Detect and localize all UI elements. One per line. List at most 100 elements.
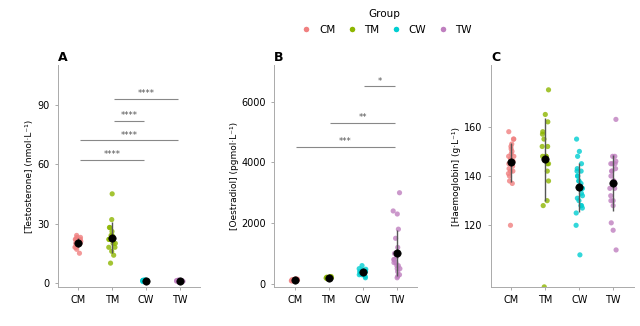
Point bbox=[538, 203, 548, 208]
Point bbox=[611, 117, 621, 122]
Point bbox=[104, 225, 115, 230]
Point bbox=[140, 277, 150, 283]
Point bbox=[577, 186, 588, 191]
Point bbox=[542, 169, 552, 174]
Point bbox=[140, 278, 150, 283]
Point bbox=[173, 277, 183, 283]
Point bbox=[140, 278, 150, 284]
Point bbox=[326, 275, 337, 280]
Point bbox=[287, 277, 297, 282]
Point bbox=[322, 275, 332, 280]
Point bbox=[107, 191, 117, 197]
Point bbox=[539, 137, 549, 142]
Point bbox=[541, 154, 551, 159]
Point bbox=[392, 263, 402, 268]
Point bbox=[178, 279, 188, 284]
Point bbox=[107, 217, 117, 222]
Point bbox=[571, 210, 581, 215]
Point bbox=[395, 266, 405, 271]
Point bbox=[173, 278, 183, 284]
Point bbox=[389, 260, 399, 265]
Point bbox=[291, 277, 301, 282]
Point bbox=[104, 237, 114, 242]
Point bbox=[289, 277, 300, 283]
Text: **: ** bbox=[358, 113, 367, 122]
Point bbox=[607, 154, 618, 159]
Point bbox=[575, 252, 585, 258]
Point bbox=[106, 233, 116, 238]
Point bbox=[110, 241, 120, 246]
Point bbox=[504, 161, 514, 166]
Point bbox=[173, 278, 184, 283]
Point bbox=[509, 137, 519, 142]
Point bbox=[574, 185, 584, 190]
Point bbox=[71, 241, 81, 246]
Point bbox=[541, 154, 551, 159]
Point bbox=[70, 241, 81, 246]
Point bbox=[609, 186, 620, 191]
Point bbox=[176, 278, 186, 283]
Point bbox=[72, 235, 82, 240]
Point bbox=[107, 235, 117, 240]
Point bbox=[508, 169, 518, 174]
Point bbox=[543, 119, 553, 125]
Point bbox=[72, 233, 82, 238]
Point bbox=[607, 169, 617, 174]
Point bbox=[356, 271, 367, 276]
Point bbox=[577, 205, 588, 211]
Point bbox=[572, 196, 582, 201]
Point bbox=[177, 278, 187, 283]
Point bbox=[106, 260, 116, 266]
Text: ****: **** bbox=[120, 111, 138, 120]
Text: *: * bbox=[378, 77, 381, 86]
Point bbox=[360, 275, 371, 280]
Point bbox=[324, 275, 334, 281]
Point bbox=[504, 154, 514, 159]
Point bbox=[322, 276, 332, 281]
Point bbox=[76, 239, 86, 244]
Point bbox=[392, 245, 403, 250]
Point bbox=[507, 141, 517, 147]
Point bbox=[287, 278, 297, 283]
Point bbox=[175, 279, 186, 284]
Text: ****: **** bbox=[104, 150, 120, 159]
Point bbox=[393, 274, 403, 279]
Point bbox=[70, 245, 80, 250]
Point bbox=[138, 278, 148, 283]
Text: ****: **** bbox=[138, 89, 154, 98]
Point bbox=[576, 203, 586, 208]
Point bbox=[506, 159, 516, 165]
Point bbox=[543, 87, 554, 93]
Point bbox=[76, 235, 86, 240]
Point bbox=[358, 268, 368, 273]
Point bbox=[576, 181, 586, 186]
Point bbox=[355, 271, 365, 276]
Point bbox=[605, 186, 615, 191]
Point bbox=[358, 271, 368, 276]
Point bbox=[141, 279, 152, 284]
Point bbox=[538, 129, 548, 134]
Point bbox=[354, 272, 364, 277]
Point bbox=[540, 112, 550, 117]
Point bbox=[107, 229, 117, 234]
Point bbox=[291, 276, 301, 282]
Point bbox=[573, 178, 584, 184]
Point bbox=[572, 173, 582, 179]
Point bbox=[286, 278, 296, 283]
Point bbox=[292, 277, 302, 283]
Point bbox=[106, 249, 116, 254]
Point bbox=[354, 266, 364, 271]
Point bbox=[360, 274, 371, 279]
Point bbox=[605, 193, 616, 198]
Point bbox=[507, 181, 517, 186]
Point bbox=[357, 263, 367, 268]
Point bbox=[104, 245, 114, 250]
Point bbox=[172, 278, 182, 284]
Point bbox=[76, 237, 86, 242]
Point bbox=[607, 161, 618, 166]
Point bbox=[325, 274, 335, 279]
Point bbox=[360, 269, 371, 274]
Point bbox=[323, 275, 333, 280]
Point bbox=[572, 166, 582, 171]
Point bbox=[141, 278, 152, 283]
